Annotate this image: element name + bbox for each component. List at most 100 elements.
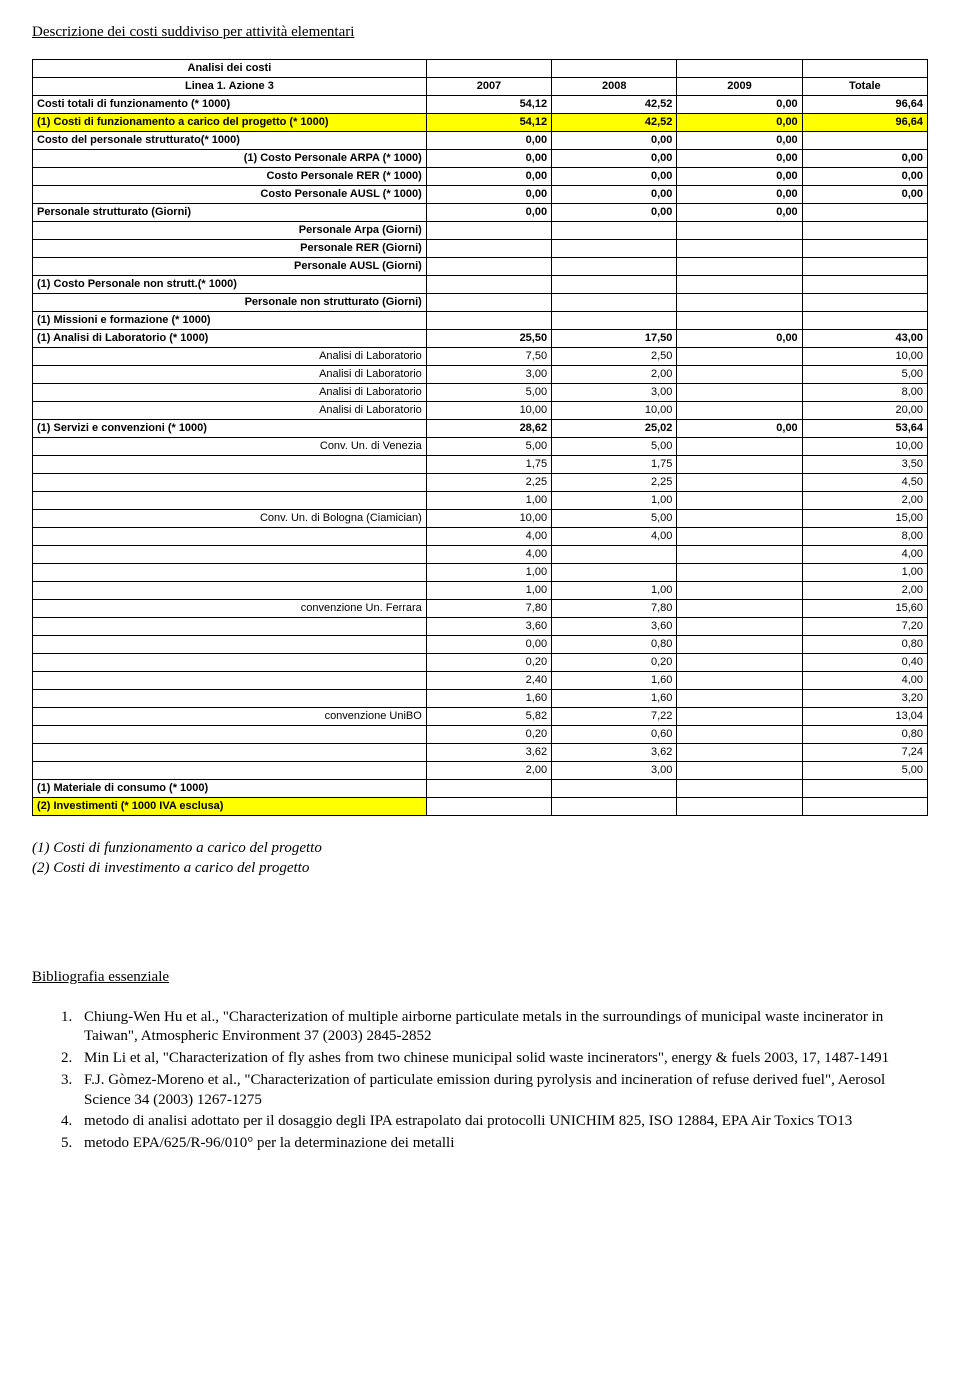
row-value (677, 708, 802, 726)
table-row: 4,004,00 (33, 546, 928, 564)
row-value: 2,00 (426, 762, 551, 780)
header1-left: Analisi dei costi (33, 60, 427, 78)
row-label (33, 492, 427, 510)
row-label: (1) Costo Personale non strutt.(* 1000) (33, 276, 427, 294)
row-value: 0,00 (677, 186, 802, 204)
row-value (677, 672, 802, 690)
row-value: 0,40 (802, 654, 927, 672)
biblio-list: Chiung-Wen Hu et al., "Characterization … (32, 1008, 928, 1155)
row-label: Conv. Un. di Venezia (33, 438, 427, 456)
row-value: 0,00 (426, 150, 551, 168)
row-label (33, 456, 427, 474)
row-value: 4,00 (426, 546, 551, 564)
row-value: 96,64 (802, 96, 927, 114)
biblio-item: Min Li et al, "Characterization of fly a… (76, 1049, 928, 1069)
row-value (677, 384, 802, 402)
row-value (677, 474, 802, 492)
row-value: 0,00 (677, 150, 802, 168)
row-value (426, 258, 551, 276)
row-label: Analisi di Laboratorio (33, 366, 427, 384)
table-row: Costo Personale AUSL (* 1000)0,000,000,0… (33, 186, 928, 204)
row-label: Analisi di Laboratorio (33, 402, 427, 420)
row-value: 10,00 (552, 402, 677, 420)
row-value (677, 240, 802, 258)
row-value: 0,00 (677, 132, 802, 150)
row-value (426, 780, 551, 798)
table-row: (1) Missioni e formazione (* 1000) (33, 312, 928, 330)
row-value: 5,00 (426, 384, 551, 402)
row-value: 0,00 (802, 150, 927, 168)
biblio-title: Bibliografia essenziale (32, 969, 928, 986)
row-value (677, 258, 802, 276)
table-row: 0,200,600,80 (33, 726, 928, 744)
row-value: 5,00 (802, 762, 927, 780)
row-value (426, 222, 551, 240)
row-value: 0,20 (426, 726, 551, 744)
row-value (677, 600, 802, 618)
table-row: 0,200,200,40 (33, 654, 928, 672)
table-row: convenzione UniBO5,827,22 13,04 (33, 708, 928, 726)
table-row: Personale non strutturato (Giorni) (33, 294, 928, 312)
row-value: 2,25 (552, 474, 677, 492)
table-row: Conv. Un. di Venezia5,005,0010,00 (33, 438, 928, 456)
row-value: 0,00 (802, 168, 927, 186)
row-value: 5,82 (426, 708, 551, 726)
row-value (802, 258, 927, 276)
biblio-item: Chiung-Wen Hu et al., "Characterization … (76, 1008, 928, 1048)
row-label (33, 618, 427, 636)
row-value: 7,22 (552, 708, 677, 726)
row-value: 10,00 (426, 510, 551, 528)
row-label: convenzione UniBO (33, 708, 427, 726)
row-value: 0,00 (552, 150, 677, 168)
table-row: 1,001,002,00 (33, 492, 928, 510)
row-label (33, 744, 427, 762)
row-value: 0,80 (552, 636, 677, 654)
row-value (552, 564, 677, 582)
row-value (677, 690, 802, 708)
row-value: 7,24 (802, 744, 927, 762)
row-value: 13,04 (802, 708, 927, 726)
row-value: 5,00 (426, 438, 551, 456)
row-label: (1) Costi di funzionamento a carico del … (33, 114, 427, 132)
row-value: 43,00 (802, 330, 927, 348)
row-label: Personale AUSL (Giorni) (33, 258, 427, 276)
row-value (552, 780, 677, 798)
table-row: Personale RER (Giorni) (33, 240, 928, 258)
row-value: 4,00 (802, 672, 927, 690)
row-value: 0,00 (426, 636, 551, 654)
header1-c2 (552, 60, 677, 78)
row-value: 25,50 (426, 330, 551, 348)
row-label: Analisi di Laboratorio (33, 348, 427, 366)
row-value: 42,52 (552, 96, 677, 114)
row-value (677, 780, 802, 798)
row-value: 10,00 (802, 348, 927, 366)
row-label (33, 528, 427, 546)
row-label: Personale RER (Giorni) (33, 240, 427, 258)
header1-c3 (677, 60, 802, 78)
row-value (677, 618, 802, 636)
row-value: 3,00 (552, 762, 677, 780)
row-value: 3,00 (426, 366, 551, 384)
row-value: 4,00 (426, 528, 551, 546)
row-value (677, 726, 802, 744)
row-value: 7,80 (552, 600, 677, 618)
row-value (802, 132, 927, 150)
row-value: 3,50 (802, 456, 927, 474)
row-value: 53,64 (802, 420, 927, 438)
row-label (33, 636, 427, 654)
row-label: Personale Arpa (Giorni) (33, 222, 427, 240)
notes-block: (1) Costi di funzionamento a carico del … (32, 838, 928, 879)
table-row: Personale Arpa (Giorni) (33, 222, 928, 240)
row-value (426, 312, 551, 330)
table-row: 2,401,604,00 (33, 672, 928, 690)
row-value: 20,00 (802, 402, 927, 420)
row-label: (1) Analisi di Laboratorio (* 1000) (33, 330, 427, 348)
row-value: 1,00 (552, 582, 677, 600)
cost-table: Analisi dei costi Linea 1. Azione 3 2007… (32, 59, 928, 816)
row-label (33, 690, 427, 708)
row-value (677, 654, 802, 672)
table-row: 3,623,627,24 (33, 744, 928, 762)
row-value: 0,60 (552, 726, 677, 744)
row-value (677, 492, 802, 510)
row-label: Personale strutturato (Giorni) (33, 204, 427, 222)
